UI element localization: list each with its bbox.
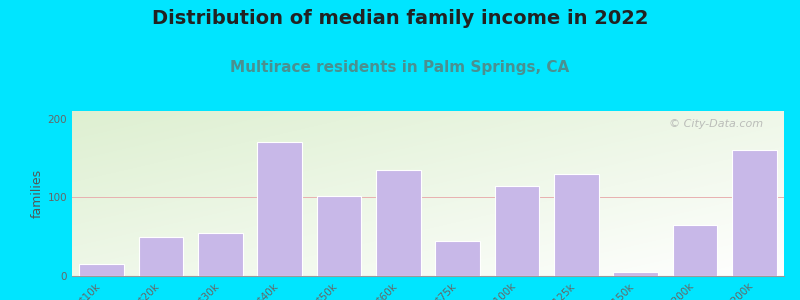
Text: Multirace residents in Palm Springs, CA: Multirace residents in Palm Springs, CA bbox=[230, 60, 570, 75]
Bar bbox=[79, 264, 124, 276]
Y-axis label: families: families bbox=[30, 169, 43, 218]
Bar bbox=[614, 272, 658, 276]
Text: Distribution of median family income in 2022: Distribution of median family income in … bbox=[152, 9, 648, 28]
Bar bbox=[435, 241, 480, 276]
Bar bbox=[138, 237, 183, 276]
Bar bbox=[732, 150, 777, 276]
Bar bbox=[258, 142, 302, 276]
Bar bbox=[198, 233, 242, 276]
Text: © City-Data.com: © City-Data.com bbox=[669, 119, 762, 129]
Bar bbox=[317, 196, 362, 276]
Bar bbox=[494, 186, 539, 276]
Bar bbox=[673, 225, 718, 276]
Bar bbox=[376, 170, 421, 276]
Bar bbox=[554, 174, 598, 276]
